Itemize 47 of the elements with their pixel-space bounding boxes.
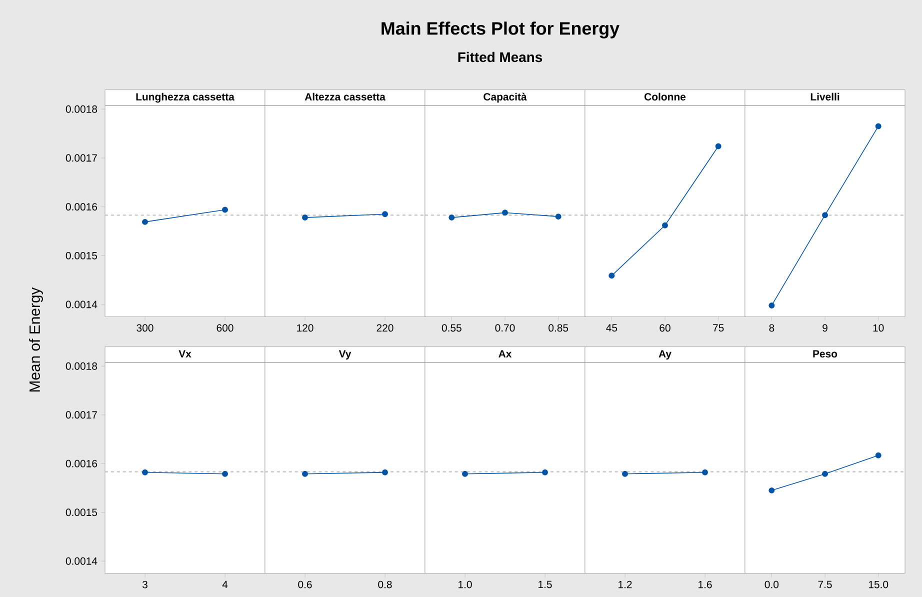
chart-title: Livelli — [810, 92, 840, 101]
text: Main Effects Plot for Energy — [382, 22, 620, 38]
chart-title: Vx — [178, 350, 192, 358]
chart-title: Ay — [658, 350, 672, 360]
y-tick-label: 0.0018 — [66, 362, 98, 370]
x-tick-label: 0.70 — [495, 324, 515, 332]
chart-title: Lunghezza cassetta — [136, 92, 234, 103]
x-tick-label: 300 — [136, 324, 154, 332]
y-tick-label: 0.0016 — [66, 460, 98, 468]
x-tick-label: 1.5 — [538, 580, 552, 588]
x-tick-label: 220 — [376, 324, 394, 332]
y-tick-label: 0.0014 — [66, 300, 98, 308]
chart-title: Capacità — [484, 92, 527, 103]
x-tick-label: 7.5 — [818, 580, 832, 588]
y-axis-title: Mean of Energy — [29, 287, 43, 392]
x-tick-label: 75 — [713, 324, 724, 332]
chart-title: Vy — [338, 350, 352, 360]
y-tick-label: 0.0016 — [66, 203, 98, 211]
x-tick-label: 8 — [769, 324, 774, 332]
x-tick-label: 60 — [660, 324, 670, 332]
x-tick-label: 120 — [297, 324, 314, 332]
x-tick-label: 0.8 — [378, 580, 392, 588]
y-tick-label: 0.0017 — [66, 411, 97, 419]
x-tick-label: 600 — [216, 324, 234, 332]
x-tick-label: 1.0 — [458, 580, 472, 588]
x-tick-label: 1.2 — [618, 580, 632, 588]
x-tick-label: 3 — [142, 580, 148, 588]
y-tick-label: 0.0017 — [66, 154, 97, 162]
x-tick-label: 45 — [606, 324, 618, 332]
y-tick-label: 0.0015 — [66, 252, 98, 260]
x-tick-label: 1.6 — [698, 580, 712, 588]
x-tick-label: 0.0 — [764, 580, 779, 588]
x-tick-label: 0.6 — [298, 580, 312, 588]
chart-title: Ax — [498, 350, 512, 358]
x-tick-label: 10 — [873, 324, 884, 332]
chart-title: Colonne — [644, 92, 686, 101]
y-tick-label: 0.0015 — [66, 508, 98, 516]
x-tick-label: 4 — [222, 580, 228, 588]
text: Fitted Means — [458, 52, 542, 62]
x-tick-label: 9 — [822, 324, 828, 332]
x-tick-label: 0.55 — [442, 324, 462, 332]
chart-title: Peso — [813, 350, 838, 358]
y-tick-label: 0.0018 — [66, 105, 98, 113]
y-tick-label: 0.0014 — [66, 557, 98, 565]
x-tick-label: 0.85 — [548, 324, 568, 332]
x-tick-label: 15.0 — [868, 580, 888, 588]
chart-title: Altezza cassetta — [304, 92, 386, 101]
